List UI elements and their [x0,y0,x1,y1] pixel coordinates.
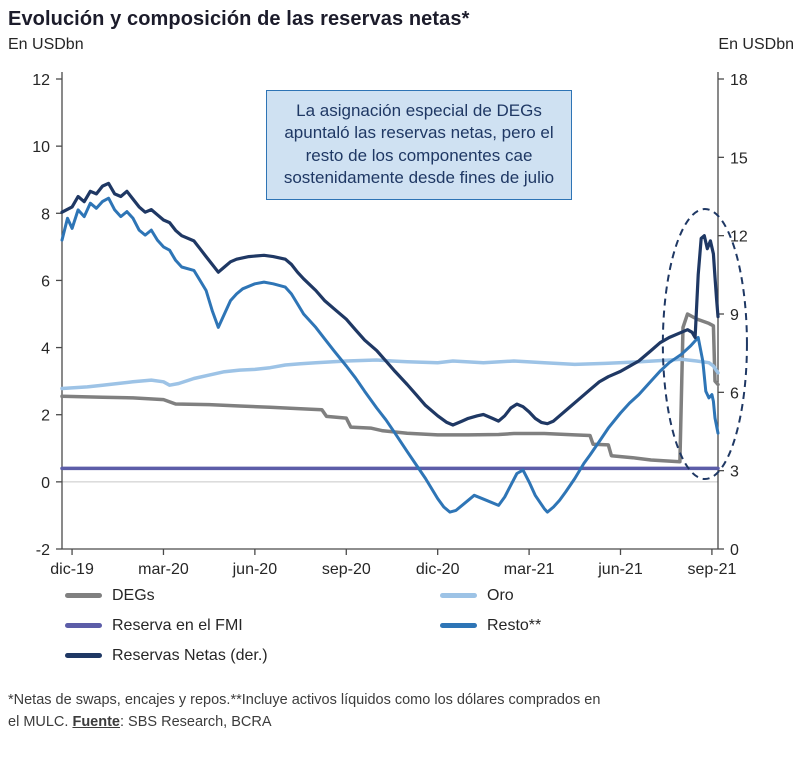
series-line-degs [60,312,720,464]
line-chart: 12 10 8 6 4 2 0 -2 18 15 12 9 6 3 0 dic-19 mar-20 jun-20 s… [32,72,748,578]
series-line-reservas-netas-der [60,181,720,427]
y-right-tick-label: 9 [730,307,739,324]
y-left-tick-label: 0 [41,475,50,492]
y-right-tick-label: 18 [730,72,748,89]
y-left-tick-label: 2 [41,408,50,425]
y-right-tick-label: 0 [730,542,739,559]
y-left-tick-label: 6 [41,273,50,290]
footnote-source-label: Fuente [72,713,120,730]
left-axis-unit-label: En USDbn [8,36,84,53]
chart-area: 12 10 8 6 4 2 0 -2 18 15 12 9 6 3 0 dic-19 mar-20 jun-20 s… [0,54,800,579]
right-axis-unit-label: En USDbn [718,36,794,53]
y-left-tick-label: 12 [32,72,50,89]
annotation-box: La asignación especial de DEGs apuntaló … [266,90,572,200]
x-tick-label: jun-21 [597,561,643,578]
legend: DEGs Oro Reserva en el FMI Resto** Reservas … [65,583,800,668]
y-right-tick-label: 6 [730,385,739,402]
legend-item-reserva-en-el-fmi: Reserva en el FMI [65,613,440,638]
y-right-tick-label: 12 [730,229,748,246]
footnote-source-rest: : SBS Research, BCRA [120,713,272,730]
legend-item-reservas-netas-der: Reservas Netas (der.) [65,643,440,668]
legend-swatch-degs [65,593,102,598]
chart-title: Evolución y composición de las reservas … [8,8,470,30]
y-left-tick-label: 8 [41,206,50,223]
legend-label-resto: Resto** [487,616,542,634]
legend-label-reservas-netas-der: Reservas Netas (der.) [112,646,268,664]
x-tick-label: sep-20 [322,561,371,578]
legend-label-oro: Oro [487,586,514,604]
legend-swatch-reserva-en-el-fmi [65,623,102,628]
legend-label-reserva-en-el-fmi: Reserva en el FMI [112,616,243,634]
legend-swatch-resto [440,623,477,628]
x-tick-label: mar-20 [138,561,189,578]
y-left-tick-label: 4 [41,341,50,358]
footnote-text: *Netas de swaps, encajes y repos.**Inclu… [8,692,601,730]
legend-swatch-oro [440,593,477,598]
x-tick-label: dic-19 [50,561,94,578]
axis-units-row: En USDbn En USDbn [0,33,800,54]
y-left-tick-label: -2 [36,542,50,559]
series-line-oro [60,357,720,391]
y-right-tick-label: 3 [730,464,739,481]
legend-item-degs: DEGs [65,583,440,608]
y-right-tick-label: 15 [730,150,748,167]
x-tick-label: mar-21 [504,561,555,578]
x-tick-label: dic-20 [416,561,460,578]
x-tick-label: sep-21 [687,561,736,578]
legend-item-oro: Oro [440,583,800,608]
legend-item-resto: Resto** [440,613,800,638]
footnote: *Netas de swaps, encajes y repos.**Inclu… [8,690,608,734]
highlight-ellipse [661,208,748,481]
legend-swatch-reservas-netas-der [65,653,102,658]
y-left-tick-label: 10 [32,139,50,156]
x-tick-label: jun-20 [232,561,278,578]
legend-label-degs: DEGs [112,586,155,604]
series-line-resto [60,196,720,514]
